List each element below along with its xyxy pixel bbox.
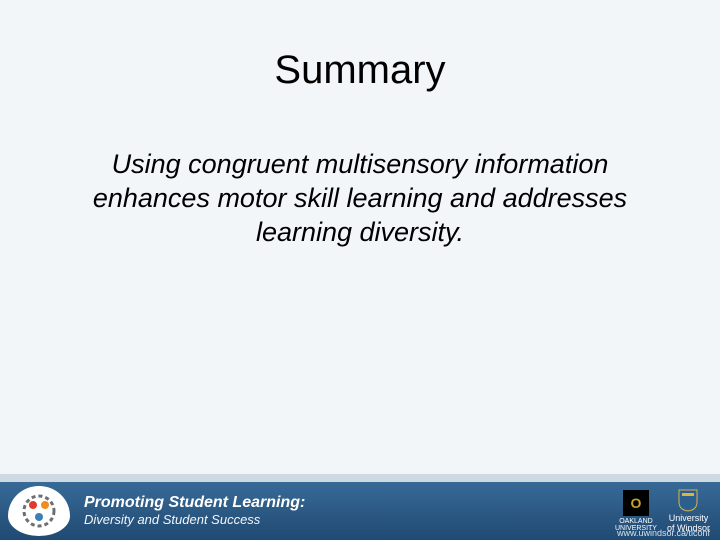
conference-logo-icon [8,486,70,536]
oakland-name: OAKLAND [619,518,652,525]
footer-main: Promoting Student Learning: Diversity an… [0,482,720,540]
footer: Promoting Student Learning: Diversity an… [0,474,720,540]
footer-url: www.uwindsor.ca/tlconf [617,528,710,538]
slide: Summary Using congruent multisensory inf… [0,0,720,540]
uwindsor-shield-icon [677,488,699,512]
sponsor-oakland: O OAKLAND UNIVERSITY [615,490,657,532]
banner-line-1: Promoting Student Learning: [84,494,305,512]
oakland-logo-icon: O [623,490,649,516]
footer-banner-text: Promoting Student Learning: Diversity an… [84,494,305,527]
banner-line-2: Diversity and Student Success [84,513,305,528]
footer-top-band [0,474,720,482]
slide-body-text: Using congruent multisensory information… [60,148,660,249]
slide-title: Summary [0,48,720,93]
